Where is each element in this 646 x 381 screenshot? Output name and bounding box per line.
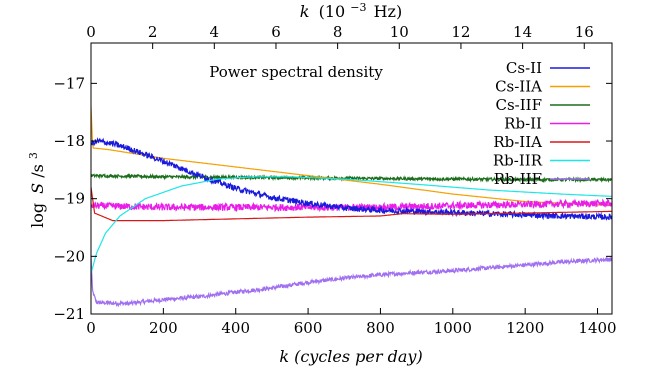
y-tick-label: −21 (53, 305, 85, 323)
x2-tick-label: 2 (148, 23, 158, 41)
y-tick-label: −19 (53, 190, 85, 208)
x-axis-label: k (cycles per day) (279, 347, 422, 366)
legend-label-cs-iif: Cs-IIF (495, 96, 542, 114)
x2-tick-label: 6 (271, 23, 281, 41)
x2-axis-label-var: k (300, 2, 310, 21)
x-tick-label: 400 (221, 319, 250, 337)
axes: 0 200 400 600 800 1000 1200 1400 0 2 4 6 8 10 12 14 16 −1… (53, 23, 616, 337)
y-tick-label: −17 (53, 74, 85, 92)
x2-tick-label: 16 (575, 23, 594, 41)
x-tick-label: 200 (149, 319, 178, 337)
series-line-cs-iia (91, 106, 612, 207)
x2-axis-label-units: (10 (319, 2, 346, 21)
legend-label-cs-ii: Cs-II (506, 59, 542, 77)
x-tick-label: 1200 (506, 319, 544, 337)
x-tick-label: 800 (366, 319, 395, 337)
x2-axis-label-hz: Hz) (374, 2, 403, 21)
legend-label-rb-ii: Rb-II (504, 115, 542, 133)
x2-tick-label: 0 (86, 23, 96, 41)
legend-label-cs-iia: Cs-IIA (495, 78, 542, 96)
plot-frame (90, 42, 613, 315)
x-tick-label: 1000 (434, 319, 472, 337)
legend-label-rb-iif: Rb-IIF (494, 170, 542, 188)
series-line-cs-iif (91, 172, 612, 184)
x2-axis-label-exp: −3 (350, 1, 366, 14)
x-tick-label: 0 (86, 319, 96, 337)
x2-tick-label: 4 (210, 23, 220, 41)
y-axis-label: log S /s 3 (27, 152, 47, 228)
x2-axis-label: k (10 −3 Hz) (300, 0, 402, 21)
y-tick-label: −20 (53, 247, 85, 265)
x2-tick-label: 8 (333, 23, 343, 41)
chart-title: Power spectral density (209, 63, 383, 81)
series-line-rb-iif (91, 255, 612, 308)
x2-tick-label: 14 (513, 23, 532, 41)
y-axis-label-s: /s (28, 164, 47, 178)
series-line-rb-iir (91, 176, 612, 274)
x-tick-label: 1400 (578, 319, 616, 337)
y-tick-label: −18 (53, 132, 85, 150)
legend-label-rb-iir: Rb-IIR (493, 152, 543, 170)
y-axis-label-exp: 3 (27, 152, 40, 159)
series-layer (91, 106, 612, 308)
y-axis-label-S: S (28, 183, 47, 194)
series-line-rb-iia (91, 187, 612, 222)
x2-tick-label: 10 (390, 23, 409, 41)
x-tick-label: 600 (294, 319, 323, 337)
y-axis-label-log: log (28, 203, 47, 228)
legend-label-rb-iia: Rb-IIA (493, 133, 542, 151)
x-axis-label-text: k (cycles per day) (279, 347, 422, 366)
x2-tick-label: 12 (451, 23, 470, 41)
